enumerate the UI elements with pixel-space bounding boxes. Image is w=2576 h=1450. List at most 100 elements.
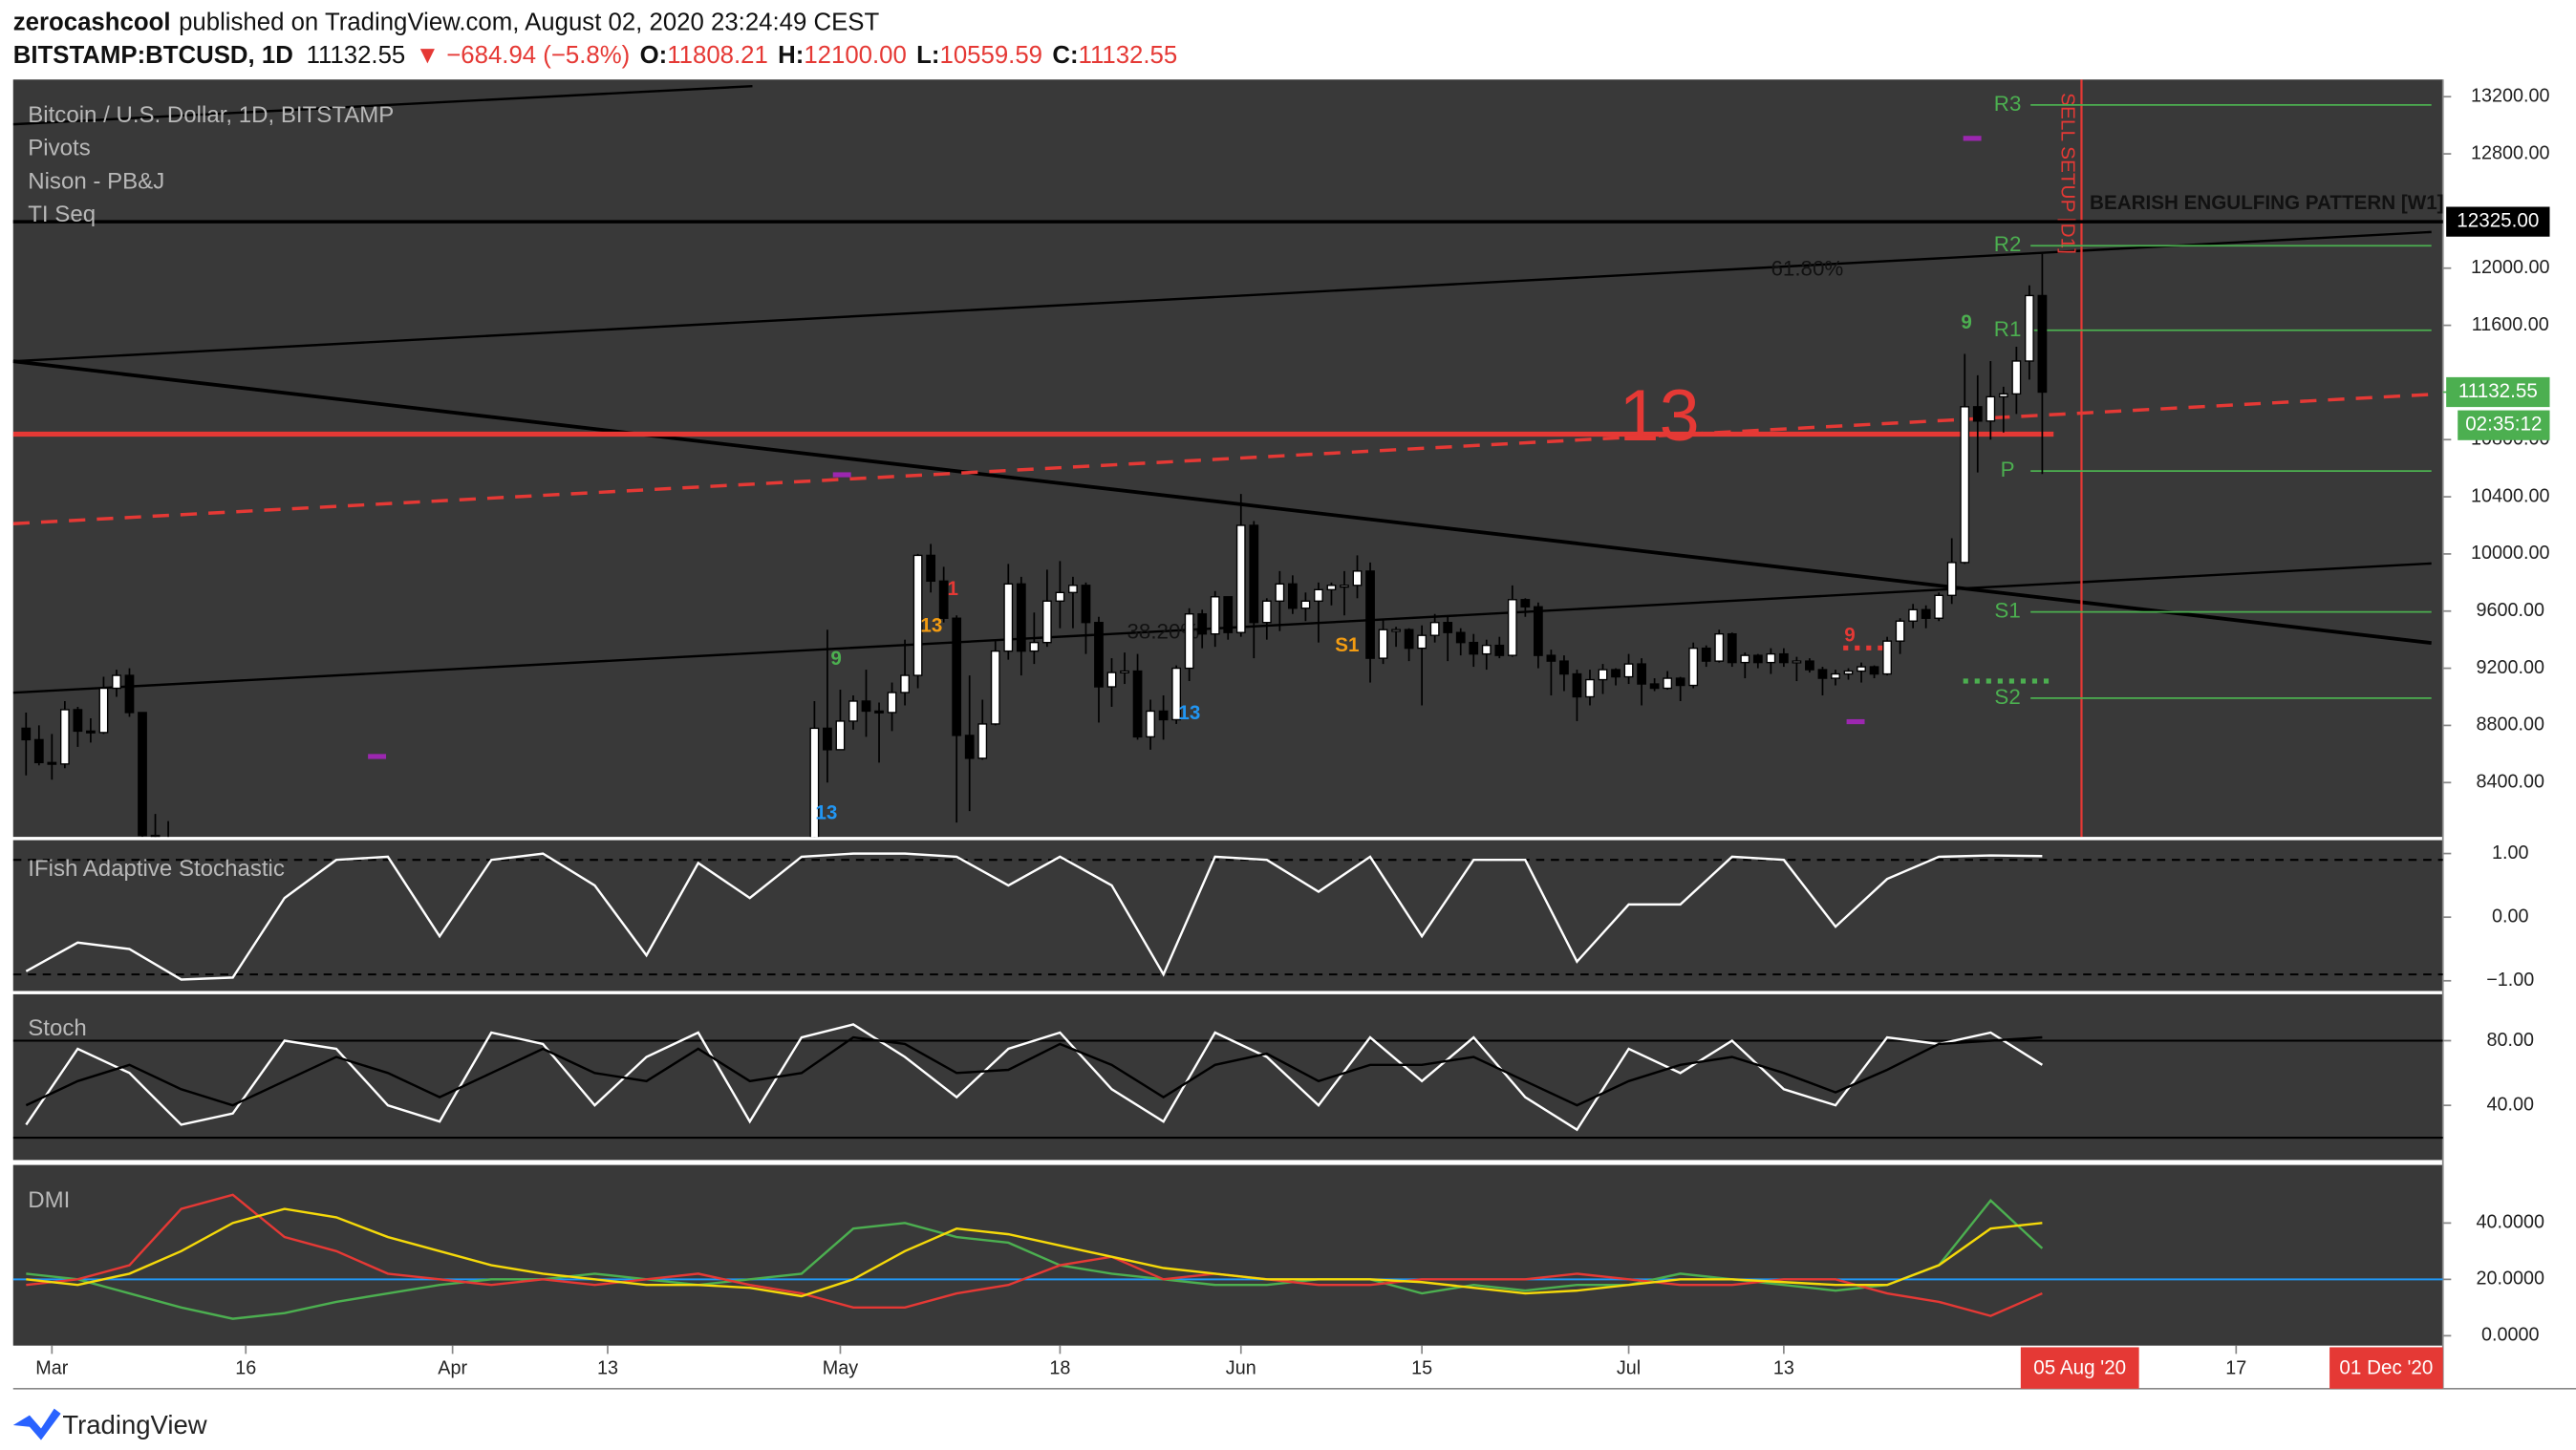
ohlc-key: O: <box>640 42 668 69</box>
symbol: BITSTAMP:BTCUSD, 1D <box>13 42 293 69</box>
candle-body <box>1106 672 1117 688</box>
seq-label: 9 <box>1961 311 1971 333</box>
pane-title: IFish Adaptive Stochastic <box>28 856 285 882</box>
candle-body <box>59 709 70 765</box>
candle-body <box>1675 677 1685 687</box>
price-label: 11132.55 <box>2458 380 2538 402</box>
candle-body <box>1778 652 1789 664</box>
indicator-line <box>26 1193 2043 1317</box>
y-tick-label: 0.0000 <box>2481 1325 2539 1346</box>
candle-body <box>809 727 820 838</box>
candle-body <box>1235 524 1246 633</box>
candle-body <box>1261 600 1272 624</box>
y-tick-label: 9200.00 <box>2476 657 2544 678</box>
candle-body <box>2037 294 2048 394</box>
candle-body <box>1494 644 1505 656</box>
dashed-trend-line <box>12 393 2432 525</box>
legend-item: Pivots <box>28 135 90 160</box>
candle-body <box>1094 622 1104 688</box>
trend-line <box>12 359 2432 646</box>
candle-body <box>990 650 1000 725</box>
date-marker: 01 Dec '20 <box>2339 1356 2433 1378</box>
candle-body <box>21 727 32 741</box>
y-tick-label: 10400.00 <box>2471 485 2549 506</box>
indicator-line <box>25 1035 2043 1107</box>
candle-body <box>1921 608 1931 619</box>
candle-body <box>1843 670 1854 675</box>
candle-body <box>1404 629 1414 650</box>
candle-body <box>1068 585 1078 593</box>
candle-body <box>952 617 962 736</box>
candle-body <box>1365 570 1375 659</box>
candle-body <box>1817 669 1828 679</box>
x-tick-label: Jul <box>1617 1357 1641 1378</box>
x-tick-label: May <box>823 1357 858 1378</box>
candle-body <box>1752 654 1763 664</box>
candle-body <box>1766 652 1776 664</box>
pane-title: DMI <box>28 1187 70 1213</box>
y-tick-label: 1.00 <box>2492 842 2528 864</box>
x-tick-label: 18 <box>1049 1357 1070 1378</box>
pivot-label: S1 <box>1994 599 2020 623</box>
y-tick-label: 13200.00 <box>2471 85 2549 106</box>
candle-body <box>835 720 846 751</box>
indicator-line <box>25 852 2043 981</box>
legend-item: Nison - PB&J <box>28 168 164 194</box>
y-tick-label: 40.00 <box>2486 1094 2533 1115</box>
candle-body <box>1546 654 1556 662</box>
indicator-line <box>26 1207 2043 1298</box>
candle-body <box>1533 606 1543 656</box>
candle-body <box>1611 669 1621 678</box>
countdown-box <box>2458 410 2550 440</box>
candle-body <box>33 738 44 764</box>
candle-body <box>1481 644 1492 655</box>
candle-body <box>1443 622 1453 633</box>
ifish-pane <box>12 840 2443 992</box>
candle-body <box>1469 641 1479 655</box>
candle-body <box>1520 599 1531 608</box>
candle-body <box>1623 663 1634 678</box>
y-tick-label: 8800.00 <box>2476 714 2544 736</box>
candle-body <box>1055 591 1065 602</box>
candle-body <box>1455 631 1466 644</box>
candle-body <box>1727 632 1737 664</box>
candle-body <box>964 735 975 759</box>
candle-body <box>98 687 109 734</box>
indicator-line <box>26 1198 2044 1320</box>
y-tick-label: 9600.00 <box>2476 600 2544 621</box>
publish-line: zerocashcool published on TradingView.com… <box>13 9 880 35</box>
candle-body <box>1275 583 1285 602</box>
candle-body <box>1895 620 1905 642</box>
seq-label: 9 <box>1844 625 1855 647</box>
candle-body <box>1507 599 1517 656</box>
logo-text: TradingView <box>62 1410 207 1439</box>
y-tick-label: 12000.00 <box>2471 257 2549 278</box>
user: zerocashcool <box>13 9 171 35</box>
candle-body <box>47 761 57 765</box>
fib-line <box>12 230 2432 363</box>
candle-body <box>1171 667 1182 721</box>
candle-body <box>1146 710 1155 738</box>
candle-body <box>1960 406 1970 564</box>
x-tick-label: 13 <box>597 1357 618 1378</box>
candle-body <box>912 554 923 676</box>
candle-body <box>1184 613 1194 670</box>
change: ▼ −684.94 (−5.8%) <box>416 42 631 69</box>
candle-body <box>138 712 147 837</box>
x-tick-label: 15 <box>1411 1357 1432 1378</box>
x-tick-label: 17 <box>2225 1357 2246 1378</box>
candle-body <box>1391 629 1401 632</box>
date-marker: 05 Aug '20 <box>2033 1356 2126 1378</box>
candle-body <box>1340 585 1349 588</box>
ohlc-value: 12100.00 <box>804 42 907 69</box>
indicator-line <box>25 1023 2044 1132</box>
candle-body <box>1831 672 1840 679</box>
ohlc-value: 10559.59 <box>940 42 1043 69</box>
ohlc-value: 11132.55 <box>1079 42 1178 69</box>
candle-body <box>1287 583 1298 609</box>
pivot-label: R2 <box>1994 232 2022 256</box>
candle-body <box>1882 640 1892 675</box>
candle-body <box>1805 660 1814 671</box>
pattern-label: BEARISH ENGULFING PATTERN [W1] <box>2090 192 2444 214</box>
